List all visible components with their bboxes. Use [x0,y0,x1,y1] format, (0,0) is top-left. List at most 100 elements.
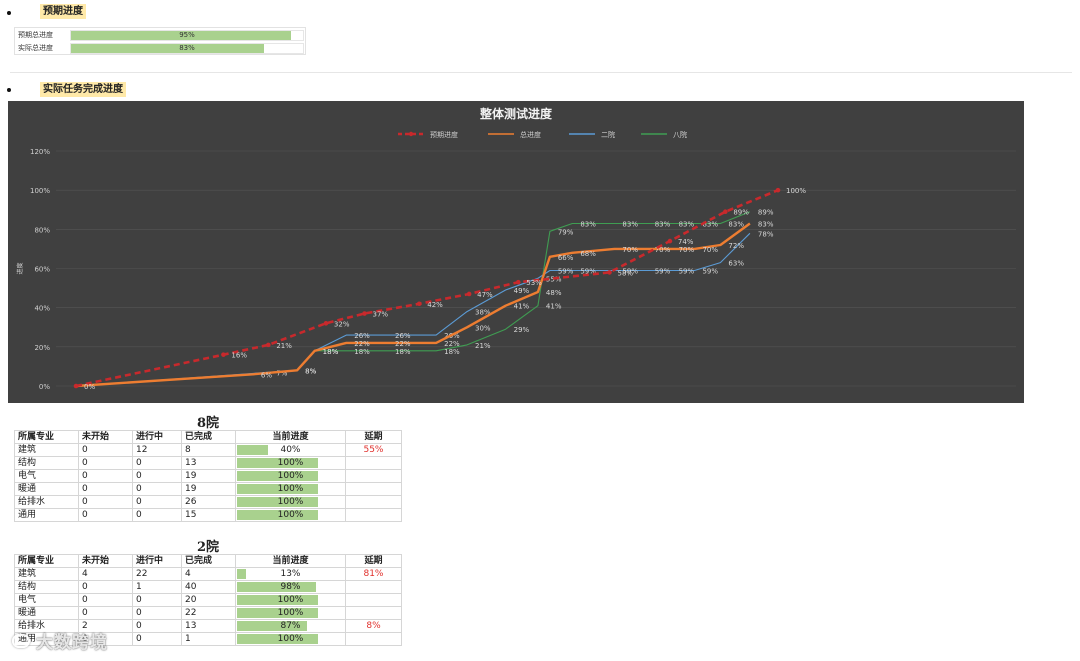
watermark-logo-icon [12,633,30,648]
delay-cell [345,580,402,594]
data-label: 8% [305,367,316,375]
data-label: 70% [655,246,671,254]
data-label: 74% [678,238,694,246]
progress-cell: 100% [235,606,346,620]
data-label: 6% [261,371,272,379]
data-point [323,321,329,326]
progress-fill [237,445,269,455]
progress-text: 100% [277,509,304,520]
data-label: 32% [334,320,350,328]
data-label: 79% [558,228,574,236]
data-label: 89% [733,209,749,217]
done-cell: 19 [181,482,236,496]
data-label: 70% [622,246,638,254]
legend-label: 八院 [673,130,687,139]
data-label: 26% [395,332,411,340]
data-label: 78% [758,230,774,238]
data-label: 0% [84,383,95,391]
actual-total-fill [71,43,264,53]
data-label: 66% [558,254,574,262]
in-progress-cell: 0 [132,495,182,509]
progress-fill [237,471,318,481]
in-progress-cell: 0 [132,482,182,496]
legend-label: 二院 [601,130,615,139]
progress-cell: 87% [235,619,346,633]
table-row: 建筑 4 22 4 13% 81% [14,567,402,581]
done-cell: 19 [181,469,236,483]
data-label: 22% [354,340,370,348]
section-divider [10,72,1072,73]
y-tick-label: 100% [30,187,50,195]
progress-cell: 100% [235,456,346,470]
col-done: 已完成 [181,430,236,444]
done-cell: 20 [181,593,236,607]
y-tick-label: 60% [34,266,50,274]
in-progress-cell: 0 [132,606,182,620]
data-point [266,342,271,348]
table-row: 结构 0 0 13 100% [14,456,402,470]
not-started-cell: 0 [78,469,133,483]
col-in-progress: 进行中 [132,554,182,568]
data-label: 18% [395,348,411,356]
progress-fill [237,497,318,507]
delay-cell: 8% [345,619,402,633]
expected-progress-panel: 预期总进度 95% 实际总进度 83% [14,27,306,55]
delay-cell [345,482,402,496]
data-label: 48% [546,289,562,297]
data-label: 72% [728,242,744,250]
progress-cell: 98% [235,580,346,594]
in-progress-cell: 0 [132,632,182,646]
actual-total-label: 实际总进度 [18,44,53,52]
not-started-cell: 0 [78,632,133,646]
col-delay: 延期 [345,430,402,444]
delay-cell [345,593,402,607]
table-header-row: 所属专业 未开始 进行中 已完成 当前进度 延期 [14,554,402,568]
col-discipline: 所属专业 [14,430,79,444]
table-row: 电气 0 0 19 100% [14,469,402,483]
data-label: 29% [514,326,530,334]
col-discipline: 所属专业 [14,554,79,568]
data-label: 68% [580,250,596,258]
progress-fill [237,569,246,579]
delay-cell [345,632,402,646]
in-progress-cell: 12 [132,443,182,457]
expected-total-value: 95% [179,30,195,39]
progress-cell: 100% [235,469,346,483]
not-started-cell: 0 [78,606,133,620]
discipline-cell: 电气 [14,469,79,483]
data-label: 59% [580,267,596,275]
progress-fill [237,595,318,605]
progress-text: 100% [277,607,304,618]
done-cell: 8 [181,443,236,457]
not-started-cell: 0 [78,495,133,509]
table-row: 给排水 0 0 26 100% [14,495,402,509]
discipline-cell: 结构 [14,456,79,470]
data-label: 41% [546,303,562,311]
data-label: 59% [558,267,574,275]
delay-cell [345,456,402,470]
actual-total-row: 实际总进度 83% [18,42,304,54]
actual-total-bar: 83% [70,42,304,54]
in-progress-cell: 22 [132,567,182,581]
data-label: 70% [702,246,718,254]
progress-text: 100% [277,457,304,468]
data-label: 59% [702,267,718,275]
progress-text: 100% [277,470,304,481]
progress-fill [237,510,318,520]
legend-label: 预期进度 [430,130,458,139]
not-started-cell: 4 [78,567,133,581]
table-row: 通用 0 0 15 100% [14,508,402,522]
progress-fill [237,458,318,468]
data-label: 63% [728,260,744,268]
data-label: 83% [580,220,596,228]
data-label: 59% [622,267,638,275]
table2: 所属专业 未开始 进行中 已完成 当前进度 延期 建筑 4 22 4 13% 81% 结构 0… [14,554,402,646]
expected-progress-heading: 预期进度 [40,4,86,19]
progress-cell: 100% [235,593,346,607]
progress-fill [237,634,318,644]
progress-cell: 100% [235,508,346,522]
done-cell: 26 [181,495,236,509]
delay-cell: 81% [345,567,402,581]
data-label: 59% [655,267,671,275]
